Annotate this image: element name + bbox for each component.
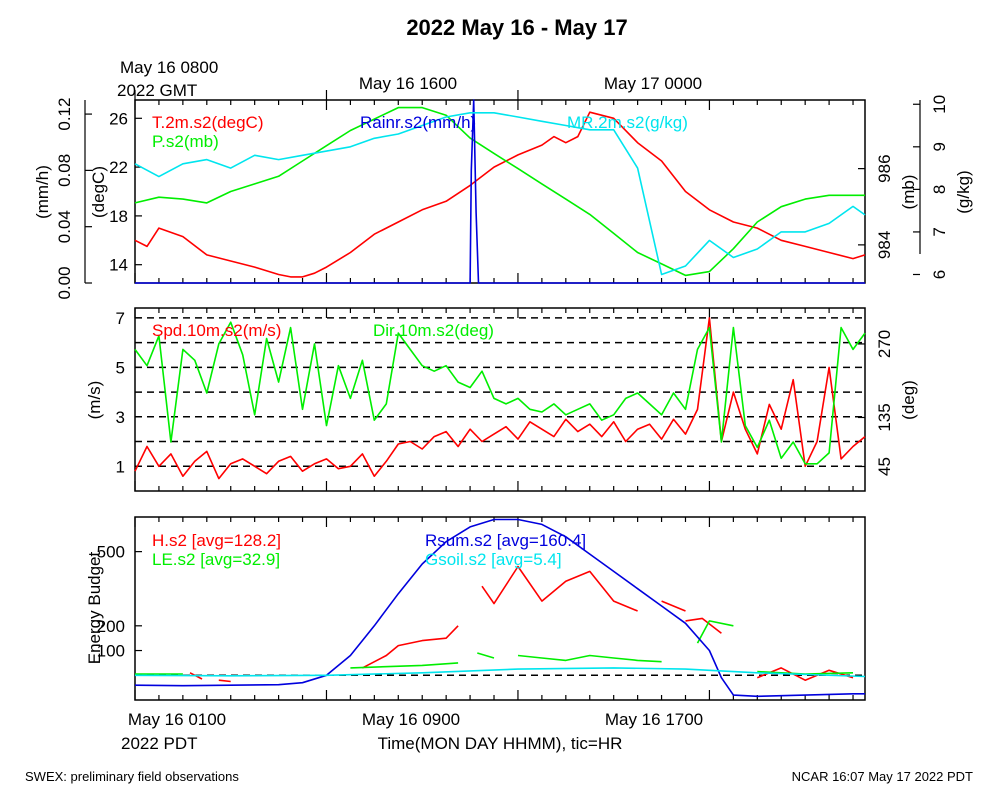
rain-ticks-label-2: 0.08 [55, 154, 74, 187]
energy-ticks-label-2: 500 [97, 543, 125, 562]
energy-ticks-label-1: 200 [97, 617, 125, 636]
direction-axis-label: (deg) [899, 380, 918, 420]
rain-ticks-label-3: 0.12 [55, 98, 74, 131]
pdt-tick-label-2: May 16 1700 [605, 710, 703, 729]
start-gmt-line1: May 16 0800 [120, 58, 218, 77]
temp-axis-label: (degC) [89, 166, 108, 218]
temp-ticks-label-0: 14 [109, 256, 128, 275]
speed-ticks-label-0: 1 [116, 457, 125, 476]
legend-wind-speed: Spd.10m.s2(m/s) [152, 321, 281, 340]
series-le-s2-avg-32-9-segment-2 [477, 652, 495, 659]
series-h-s2-avg-128-2-segment-3 [481, 565, 638, 612]
legend-rain-rate: Rainr.s2(mm/h) [360, 113, 476, 132]
series-layer [134, 99, 866, 698]
legend-temperature: T.2m.s2(degC) [152, 113, 263, 132]
mr-ticks-label-0: 6 [930, 270, 949, 279]
mixing-ratio-axis-label: (g/kg) [954, 170, 973, 213]
bottom-panel-frame [134, 516, 866, 701]
dir-ticks-label-1: 135 [875, 403, 894, 431]
series-p-s2-mb [134, 106, 865, 277]
speed-axis-label: (m/s) [85, 381, 104, 420]
series-spd-10m-s2-m-s [134, 317, 866, 480]
series-h-s2-avg-128-2-segment-4 [661, 600, 686, 612]
temp-ticks-label-2: 22 [109, 158, 128, 177]
pressure-ticks-label-0: 984 [875, 231, 894, 259]
x-axis-label: Time(MON DAY HHMM), tic=HR [378, 734, 623, 753]
legend-mixing-ratio: MR.2m.s2(g/kg) [567, 113, 688, 132]
legend-pressure: P.s2(mb) [152, 132, 219, 151]
series-dir-10m-s2-deg [134, 321, 866, 465]
series-le-s2-avg-32-9-segment-4 [696, 620, 734, 644]
rain-ticks-label-0: 0.00 [55, 266, 74, 299]
series-rsum-s2-avg-160-4 [134, 518, 865, 698]
series-h-s2-avg-128-2-segment-5 [685, 617, 722, 634]
pressure-axis-label: (mb) [899, 175, 918, 210]
start-gmt-line2: 2022 GMT [117, 81, 197, 100]
middle-panel-frame [134, 307, 866, 492]
rain-axis: (mm/h) 0.00 0.04 0.08 0.12 [33, 98, 92, 300]
mixing-ratio-axis: (g/kg) 6 7 8 9 10 [913, 95, 973, 279]
direction-axis: (deg) 45 135 270 [858, 330, 918, 476]
bottom-legend: H.s2 [avg=128.2] LE.s2 [avg=32.9] Rsum.s… [152, 531, 586, 569]
series-le-s2-avg-32-9-segment-3 [517, 654, 662, 663]
legend-wind-direction: Dir.10m.s2(deg) [373, 321, 494, 340]
pdt-start-line1: May 16 0100 [128, 710, 226, 729]
pressure-ticks-label-1: 986 [875, 154, 894, 182]
temp-ticks-label-3: 26 [109, 109, 128, 128]
speed-ticks-label-3: 7 [116, 309, 125, 328]
series-mr-2m-s2-g-kg [134, 112, 866, 276]
middle-legend: Spd.10m.s2(m/s) Dir.10m.s2(deg) [152, 321, 494, 340]
gmt-tick-label-2: May 17 0000 [604, 74, 702, 93]
speed-ticks-label-1: 3 [116, 408, 125, 427]
series-gsoil-s2-avg-5-4 [134, 667, 866, 678]
legend-sensible-heat: H.s2 [avg=128.2] [152, 531, 281, 550]
mr-ticks-label-4: 10 [930, 95, 949, 114]
rain-axis-label: (mm/h) [33, 165, 52, 219]
reference-lines [135, 317, 865, 677]
speed-ticks-label-2: 5 [116, 358, 125, 377]
chart-title: 2022 May 16 - May 17 [406, 15, 627, 40]
energy-ticks-label-0: 100 [97, 642, 125, 661]
pdt-tick-label-1: May 16 0900 [362, 710, 460, 729]
pressure-axis: (mb) 984 986 [858, 154, 918, 259]
dir-ticks-label-2: 270 [875, 330, 894, 358]
series-h-s2-avg-128-2-segment-2 [362, 625, 459, 669]
legend-net-radiation: Rsum.s2 [avg=160.4] [425, 531, 586, 550]
x-axis-ticks [134, 90, 854, 700]
series-le-s2-avg-32-9-segment-1 [350, 662, 459, 669]
pdt-start-line2: 2022 PDT [121, 734, 198, 753]
series-t-2m-s2-degc [134, 111, 866, 278]
footer-right-note: NCAR 16:07 May 17 2022 PDT [792, 769, 973, 784]
legend-soil-heat: Gsoil.s2 [avg=5.4] [425, 550, 562, 569]
top-legend: T.2m.s2(degC) P.s2(mb) Rainr.s2(mm/h) MR… [152, 113, 688, 151]
series-rainr-s2-mm-h [135, 99, 865, 284]
rain-ticks-label-1: 0.04 [55, 210, 74, 243]
footer-left-note: SWEX: preliminary field observations [25, 769, 239, 784]
dir-ticks-label-0: 45 [875, 457, 894, 476]
mr-ticks-label-3: 9 [930, 142, 949, 151]
temp-axis: (degC) 14 18 22 26 [89, 109, 142, 275]
energy-axis-label: Energy Budget [85, 551, 104, 664]
legend-latent-heat: LE.s2 [avg=32.9] [152, 550, 280, 569]
series-h-s2-avg-128-2-segment-1 [218, 679, 231, 683]
speed-axis: (m/s) 1 3 5 7 [85, 309, 142, 476]
mr-ticks-label-1: 7 [930, 227, 949, 236]
mr-ticks-label-2: 8 [930, 185, 949, 194]
temp-ticks-label-1: 18 [109, 207, 128, 226]
gmt-tick-label-1: May 16 1600 [359, 74, 457, 93]
energy-axis: Energy Budget 100 200 500 [85, 543, 142, 664]
